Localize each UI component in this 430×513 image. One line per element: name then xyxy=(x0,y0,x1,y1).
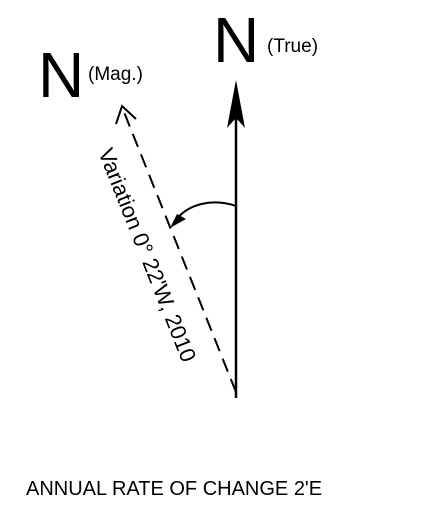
true-north-arrowhead xyxy=(227,80,245,128)
variation-angle-arc xyxy=(175,201,237,221)
magnetic-north-arrow-shaft xyxy=(123,111,237,393)
magnetic-north-letter: N xyxy=(38,39,84,111)
magnetic-north-qualifier: (Mag.) xyxy=(88,64,143,85)
variation-angle-arrowhead xyxy=(170,214,186,228)
true-north-qualifier: (True) xyxy=(267,36,318,57)
variation-label: Variation 0° 22'W, 2010 xyxy=(93,145,201,366)
magnetic-north-arrowhead xyxy=(115,104,137,125)
true-north-letter: N xyxy=(213,4,259,76)
annual-rate-of-change-label: ANNUAL RATE OF CHANGE 2'E xyxy=(26,478,322,500)
